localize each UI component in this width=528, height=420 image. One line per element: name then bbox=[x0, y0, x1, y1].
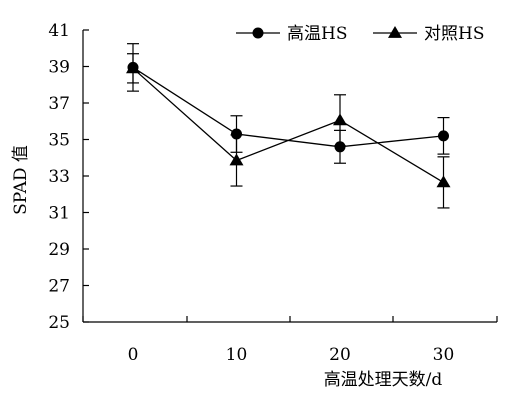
series-1 bbox=[127, 43, 450, 164]
y-tick-label: 37 bbox=[48, 94, 70, 114]
x-tick-label: 10 bbox=[226, 345, 248, 365]
legend-item-2: 对照HS bbox=[373, 24, 484, 44]
axes-group: 25 27 29 31 33 35 37 39 41 0 10 20 30 bbox=[48, 21, 498, 365]
y-tick-label: 31 bbox=[48, 204, 70, 224]
data-point bbox=[229, 153, 244, 166]
x-axis-label: 高温处理天数/d bbox=[324, 370, 443, 390]
series-line bbox=[132, 67, 444, 183]
y-tick-label: 41 bbox=[48, 21, 70, 41]
data-point bbox=[333, 113, 347, 126]
y-tick-label: 27 bbox=[48, 277, 70, 297]
y-tick-label: 39 bbox=[48, 58, 70, 78]
legend: 高温HS 对照HS bbox=[236, 24, 484, 44]
legend-item-1: 高温HS bbox=[236, 24, 347, 44]
series-2 bbox=[126, 53, 451, 209]
y-tick-label: 29 bbox=[48, 240, 70, 260]
legend-label: 对照HS bbox=[424, 24, 484, 44]
y-tick-label: 25 bbox=[48, 313, 70, 333]
y-tick-label: 33 bbox=[48, 167, 70, 187]
series-group bbox=[126, 43, 451, 209]
series-line bbox=[132, 66, 444, 148]
legend-marker bbox=[388, 26, 402, 38]
y-axis-label: SPAD 值 bbox=[11, 145, 31, 215]
data-point bbox=[334, 141, 346, 153]
y-tick-label: 35 bbox=[48, 131, 70, 151]
data-point bbox=[436, 175, 451, 188]
x-tick-label: 20 bbox=[329, 345, 351, 365]
legend-marker bbox=[252, 27, 264, 39]
legend-label: 高温HS bbox=[287, 24, 347, 44]
x-tick-label: 30 bbox=[433, 345, 455, 365]
data-point bbox=[231, 128, 242, 140]
x-tick-label: 0 bbox=[128, 345, 139, 365]
data-point bbox=[438, 130, 449, 142]
data-point bbox=[126, 61, 140, 74]
